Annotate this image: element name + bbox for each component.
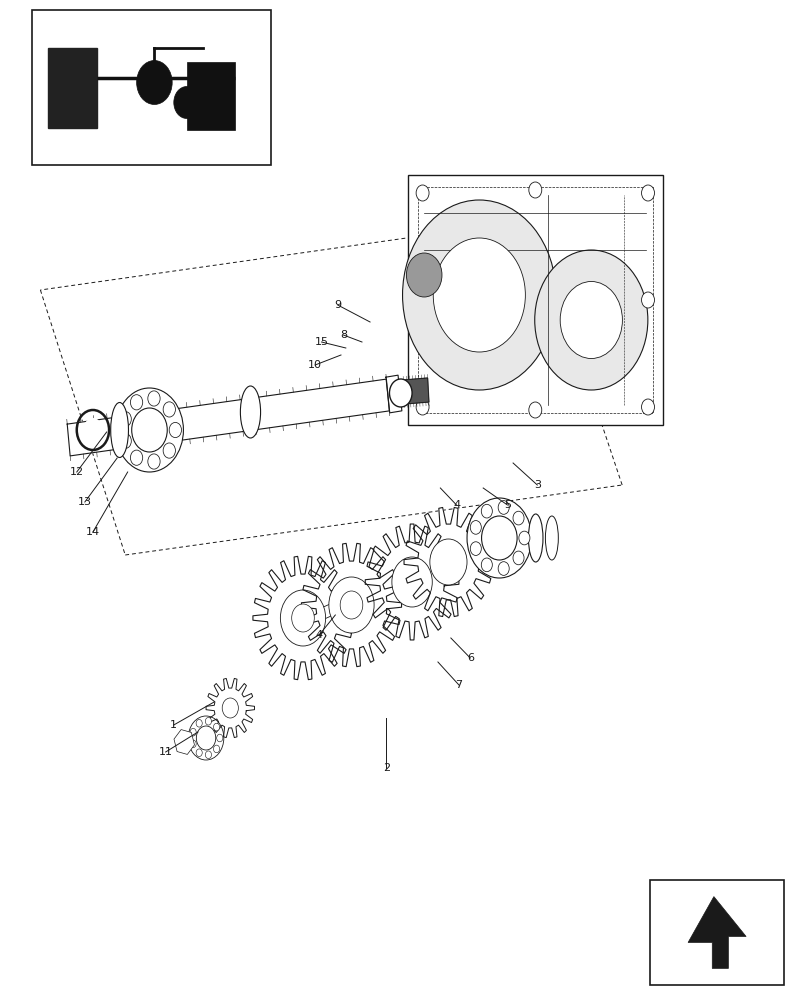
Polygon shape [404, 507, 493, 617]
Polygon shape [310, 599, 344, 624]
Circle shape [196, 749, 202, 757]
Circle shape [222, 698, 238, 718]
Circle shape [148, 391, 160, 406]
Circle shape [190, 728, 196, 736]
Circle shape [389, 379, 412, 407]
Circle shape [119, 433, 132, 449]
Circle shape [406, 253, 442, 297]
Circle shape [499, 562, 509, 575]
Circle shape [470, 542, 482, 555]
Circle shape [116, 388, 183, 472]
Text: 11: 11 [158, 747, 173, 757]
Text: 8: 8 [340, 330, 347, 340]
Circle shape [83, 418, 103, 442]
Circle shape [402, 200, 556, 390]
Text: 12: 12 [69, 467, 84, 477]
Circle shape [560, 282, 622, 359]
Polygon shape [206, 678, 255, 738]
Circle shape [174, 87, 200, 118]
Ellipse shape [111, 402, 128, 458]
Ellipse shape [241, 386, 260, 438]
Circle shape [499, 501, 509, 514]
Circle shape [137, 60, 172, 104]
Circle shape [642, 399, 654, 415]
Circle shape [528, 182, 541, 198]
Text: 4: 4 [453, 500, 460, 510]
Circle shape [132, 408, 167, 452]
Circle shape [217, 734, 223, 742]
Bar [650, 880, 784, 985]
Text: 7: 7 [456, 680, 462, 690]
Text: 15: 15 [314, 337, 329, 347]
Circle shape [329, 577, 374, 633]
Bar [187, 62, 235, 130]
Circle shape [213, 745, 220, 753]
Circle shape [190, 740, 196, 748]
Circle shape [513, 511, 524, 525]
Circle shape [280, 590, 326, 646]
Polygon shape [386, 375, 402, 413]
Ellipse shape [528, 514, 543, 562]
Circle shape [482, 504, 492, 518]
Polygon shape [48, 47, 97, 128]
Circle shape [188, 716, 224, 760]
Circle shape [130, 450, 143, 465]
Polygon shape [365, 524, 459, 640]
Circle shape [205, 751, 212, 759]
Circle shape [642, 292, 654, 308]
Text: 13: 13 [78, 497, 92, 507]
Circle shape [528, 402, 541, 418]
Circle shape [119, 411, 132, 427]
Ellipse shape [545, 516, 558, 560]
Circle shape [433, 238, 525, 352]
Polygon shape [403, 378, 429, 404]
Circle shape [642, 185, 654, 201]
Text: 5: 5 [504, 500, 511, 510]
Circle shape [163, 402, 175, 417]
Bar [408, 175, 663, 425]
Circle shape [163, 443, 175, 458]
Circle shape [482, 516, 517, 560]
Text: 14: 14 [86, 527, 100, 537]
Polygon shape [688, 897, 746, 968]
Bar [418, 187, 653, 413]
Circle shape [205, 717, 212, 725]
Circle shape [148, 454, 160, 469]
Circle shape [392, 557, 432, 607]
Circle shape [169, 422, 182, 438]
Text: 10: 10 [308, 360, 322, 370]
Circle shape [470, 521, 482, 534]
Circle shape [213, 723, 220, 731]
Text: 9: 9 [335, 300, 341, 310]
Circle shape [130, 395, 143, 410]
Circle shape [513, 551, 524, 565]
Circle shape [340, 591, 363, 619]
Circle shape [196, 719, 202, 727]
Circle shape [430, 539, 467, 585]
Text: 4: 4 [316, 630, 322, 640]
Circle shape [467, 498, 532, 578]
Polygon shape [253, 556, 353, 680]
Text: 2: 2 [383, 763, 389, 773]
Circle shape [519, 531, 530, 545]
Polygon shape [301, 543, 402, 667]
Bar [32, 10, 271, 165]
Text: 6: 6 [467, 653, 473, 663]
Text: 1: 1 [170, 720, 177, 730]
Text: 3: 3 [534, 480, 541, 490]
Polygon shape [67, 379, 389, 456]
Circle shape [416, 185, 429, 201]
Circle shape [482, 558, 492, 572]
Circle shape [292, 604, 314, 632]
Circle shape [196, 726, 216, 750]
Circle shape [416, 399, 429, 415]
Circle shape [535, 250, 648, 390]
